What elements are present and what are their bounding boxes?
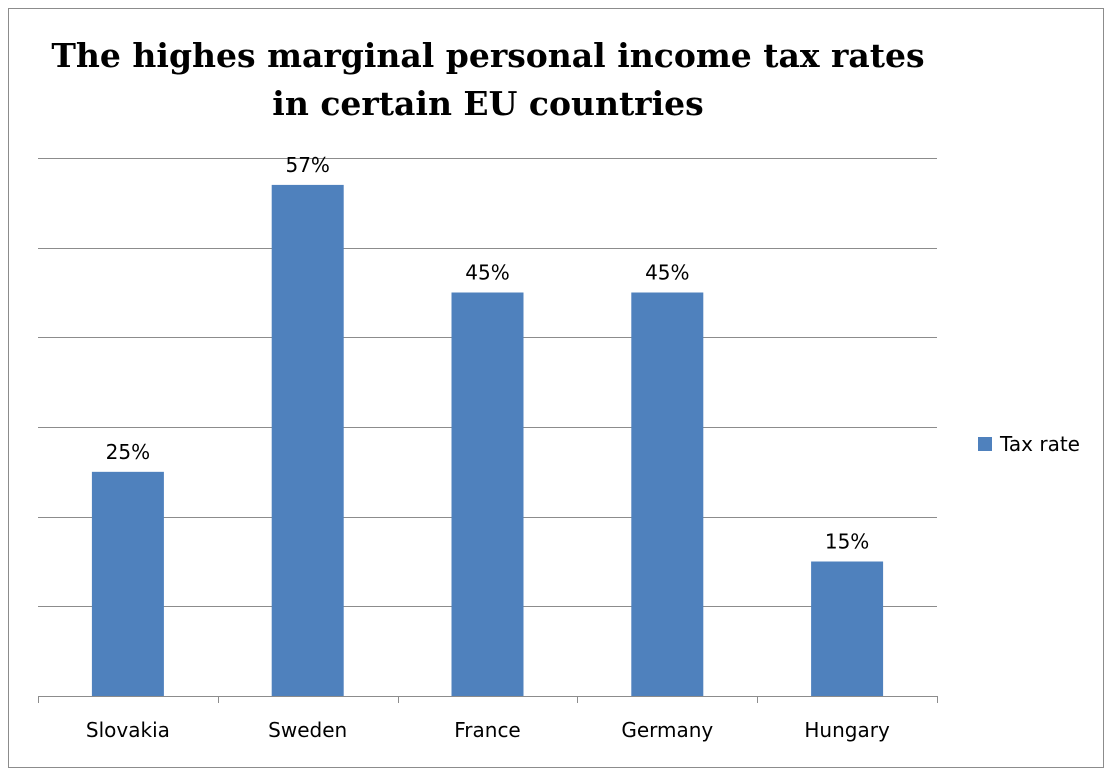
- data-label: 57%: [285, 153, 329, 177]
- data-label: 15%: [825, 530, 869, 554]
- chart-title-line-1: The highes marginal personal income tax …: [51, 36, 925, 75]
- data-label: 25%: [106, 440, 150, 464]
- legend-label: Tax rate: [1000, 432, 1080, 456]
- bar-france: [451, 292, 524, 696]
- legend-swatch: [978, 437, 992, 451]
- data-label: 45%: [465, 261, 509, 285]
- bar-sweden: [271, 184, 344, 696]
- x-tick-label: Sweden: [268, 718, 347, 742]
- legend: Tax rate: [978, 432, 1080, 456]
- chart-title-line-2: in certain EU countries: [272, 84, 704, 123]
- x-tick-label: Germany: [621, 718, 713, 742]
- bar-germany: [631, 292, 704, 696]
- bar-slovakia: [91, 471, 164, 696]
- x-tick-label: Hungary: [804, 718, 890, 742]
- data-label: 45%: [645, 261, 689, 285]
- chart-frame: [8, 8, 1104, 768]
- bar-hungary: [811, 561, 884, 696]
- x-tick-label: Slovakia: [86, 718, 170, 742]
- x-tick-label: France: [454, 718, 521, 742]
